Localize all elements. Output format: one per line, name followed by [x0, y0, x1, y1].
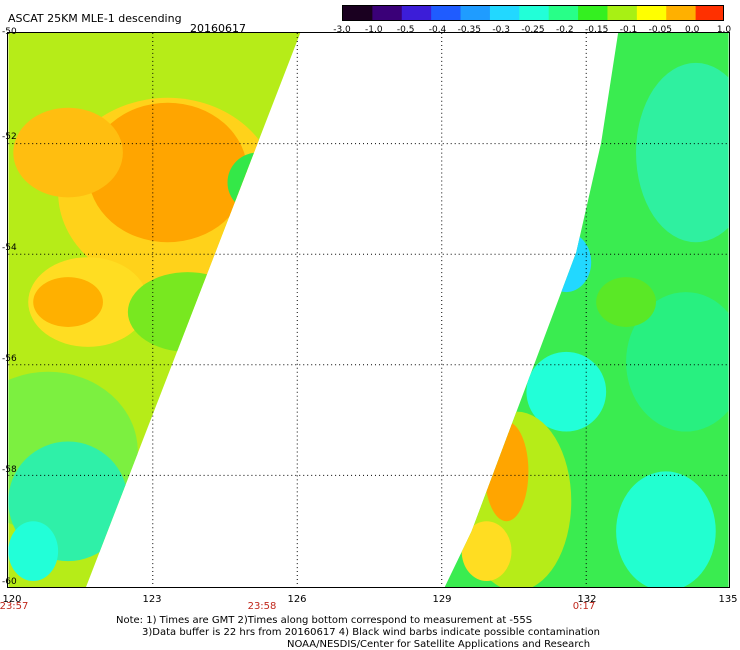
colorbar-tick-label: -0.15 [585, 25, 609, 35]
colorbar-tick-label: -0.1 [619, 25, 638, 35]
colorbar-tick-label: -0.5 [396, 25, 415, 35]
colorbar-tick-label: 1.0 [716, 25, 732, 35]
lat-lon-grid [8, 33, 729, 587]
latitude-tick-label: -54 [2, 243, 17, 253]
colorbar-swatch [460, 6, 491, 20]
latitude-tick-label: -56 [2, 354, 17, 364]
swath-west [8, 33, 301, 587]
time-label: 23:58 [247, 601, 277, 612]
colorbar [342, 5, 724, 21]
colorbar-tick-label: -0.25 [521, 25, 545, 35]
longitude-tick-label: 120 [2, 594, 22, 605]
swath-east [444, 33, 729, 587]
map-date: 20160617 [190, 22, 246, 35]
colorbar-swatch [343, 6, 373, 20]
colorbar-tick-label: -0.4 [428, 25, 447, 35]
note-line-3: NOAA/NESDIS/Center for Satellite Applica… [287, 639, 591, 650]
time-label: 0:17 [572, 601, 596, 612]
colorbar-swatch [666, 6, 697, 20]
longitude-tick-label: 129 [432, 594, 452, 605]
colorbar-swatch [695, 6, 723, 20]
colorbar-swatch [401, 6, 432, 20]
colorbar-swatch [489, 6, 520, 20]
latitude-tick-label: -60 [2, 577, 17, 587]
colorbar-tick-label: -1.0 [365, 25, 383, 35]
longitude-tick-label: 123 [142, 594, 162, 605]
map-plot-area [7, 32, 730, 588]
colorbar-tick-label: 0.0 [684, 25, 700, 35]
longitude-tick-label: 126 [287, 594, 307, 605]
colorbar-swatch [578, 6, 608, 20]
latitude-tick-label: -50 [2, 27, 17, 37]
colorbar-tick-label: -0.35 [457, 25, 481, 35]
colorbar-tick-label: -0.05 [648, 25, 672, 35]
latitude-tick-label: -58 [2, 465, 17, 475]
latitude-tick-label: -52 [2, 132, 17, 142]
colorbar-tick-label: -0.2 [556, 25, 574, 35]
note-line-1: Note: 1) Times are GMT 2)Times along bot… [116, 615, 533, 626]
colorbar-swatch [372, 6, 403, 20]
colorbar-tick-label: -3.0 [333, 25, 351, 35]
colorbar-swatch [548, 6, 579, 20]
time-label: 23:57 [0, 601, 29, 612]
map-title: ASCAT 25KM MLE-1 descending [8, 12, 182, 25]
colorbar-tick-label: -0.3 [492, 25, 510, 35]
colorbar-swatch [607, 6, 638, 20]
colorbar-swatch [519, 6, 550, 20]
colorbar-swatch [636, 6, 667, 20]
longitude-tick-label: 135 [718, 594, 738, 605]
note-line-2: 3)Data buffer is 22 hrs from 20160617 4)… [142, 627, 600, 638]
colorbar-swatch [431, 6, 462, 20]
longitude-tick-label: 132 [577, 594, 597, 605]
